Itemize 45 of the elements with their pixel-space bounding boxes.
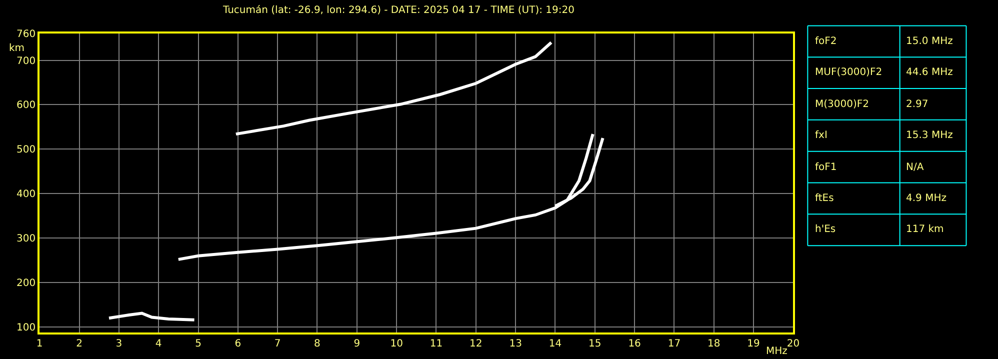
x-tick-label: 10 [390, 338, 403, 350]
x-tick-label: 9 [354, 338, 360, 350]
y-tick-label: 760 [16, 29, 36, 40]
x-tick-label: 13 [509, 338, 522, 350]
text: 15.3 MHz [906, 130, 953, 141]
category-label: MUF(3000)F2 [815, 67, 882, 78]
x-tick-label: 7 [274, 338, 281, 350]
x-tick-label: 3 [116, 338, 122, 350]
x-tick-label: 19 [747, 338, 760, 350]
x-tick-label: 16 [628, 338, 641, 350]
category-label: ftEs [815, 193, 834, 204]
x-tick-label: 4 [155, 338, 162, 350]
text: 4.9 MHz [906, 193, 946, 204]
x-axis-title: MHz [766, 346, 788, 357]
x-tick-label: 5 [195, 338, 202, 350]
y-tick-label: 300 [16, 234, 36, 245]
text: 117 km [906, 224, 944, 235]
category-label: h'Es [815, 224, 836, 235]
x-tick-label: 11 [430, 338, 443, 350]
x-tick-label: 12 [470, 338, 482, 350]
category-label: foF1 [815, 162, 837, 173]
x-tick-label: 2 [76, 338, 82, 350]
x-tick-label: 1 [36, 338, 43, 350]
text: N/A [906, 162, 924, 173]
text: 44.6 MHz [906, 67, 953, 78]
x-tick-label: 8 [314, 338, 320, 350]
category-label: M(3000)F2 [815, 99, 869, 110]
chart-title: Tucumán (lat: -26.9, lon: 294.6) - DATE: 2025 04 17 - TIME (UT): 19:20 [222, 5, 574, 16]
x-tick-label: 17 [668, 338, 681, 350]
x-tick-label: 18 [708, 338, 720, 350]
text: 15.0 MHz [906, 36, 953, 47]
y-tick-label: 400 [16, 189, 36, 200]
y-tick-label: 700 [16, 56, 36, 67]
y-tick-label: 100 [16, 322, 36, 334]
x-tick-label: 15 [588, 338, 602, 350]
category-label: foF2 [815, 36, 837, 47]
x-tick-label: 6 [234, 338, 242, 350]
x-tick-label: 20 [786, 338, 800, 350]
y-tick-label: 600 [16, 100, 36, 112]
x-tick-label: 14 [548, 338, 562, 350]
category-label: fxI [815, 130, 828, 141]
y-tick-label: 500 [16, 144, 36, 156]
y-tick-label: 200 [16, 278, 36, 290]
y-axis-title: km [9, 43, 25, 54]
text: 2.97 [906, 99, 928, 110]
